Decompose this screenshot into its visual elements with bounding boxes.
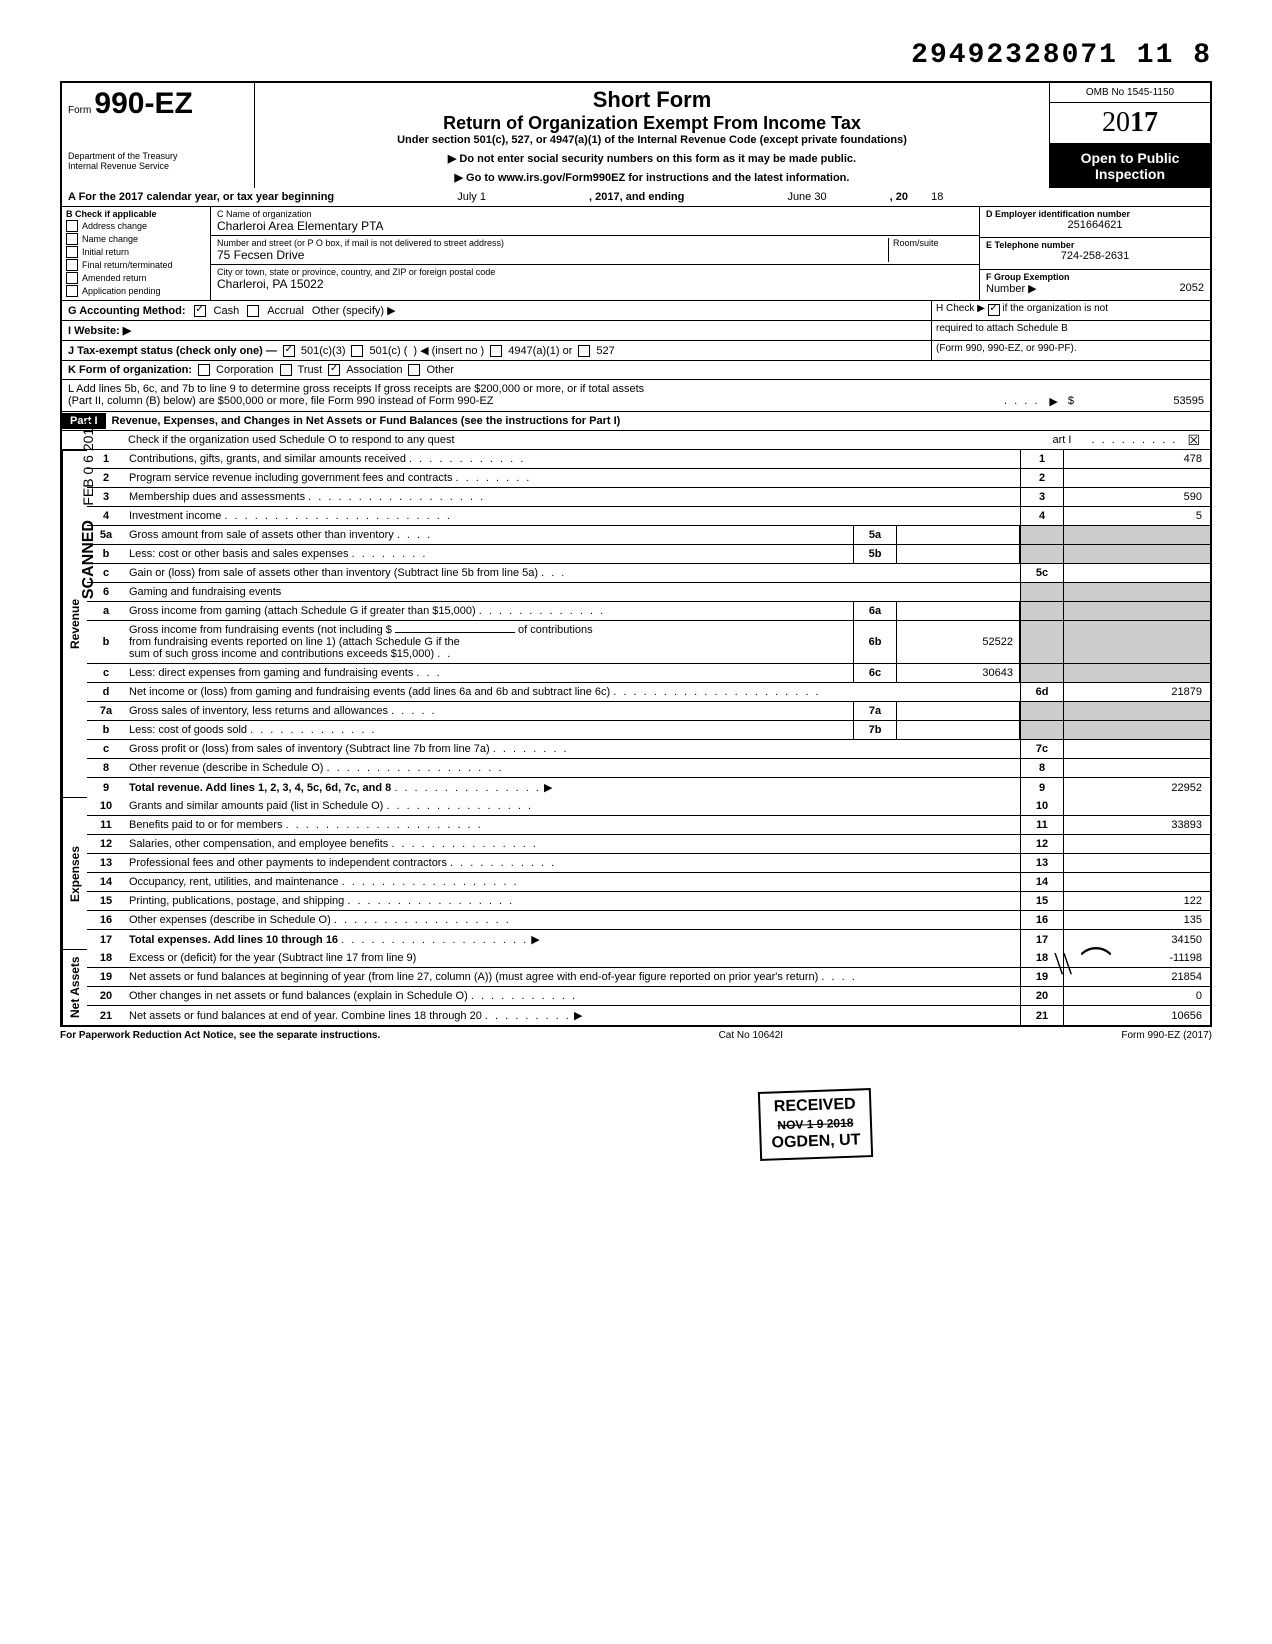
checkbox-pending[interactable]	[66, 285, 78, 297]
dept-treasury: Department of the Treasury	[68, 151, 178, 161]
section-h-cont: required to attach Schedule B	[931, 321, 1210, 340]
checkbox-501c3[interactable]	[283, 345, 295, 357]
line-5b-value	[897, 545, 1020, 563]
checkbox-association[interactable]	[328, 364, 340, 376]
line-7b-value	[897, 721, 1020, 739]
line-6c-value: 30643	[897, 664, 1020, 682]
street-label: Number and street (or P O box, if mail i…	[217, 238, 888, 248]
line-6b-value: 52522	[897, 621, 1020, 663]
form-subtitle: Under section 501(c), 527, or 4947(a)(1)…	[265, 134, 1039, 146]
org-name: Charleroi Area Elementary PTA	[217, 219, 973, 233]
checkbox-4947[interactable]	[490, 345, 502, 357]
gross-receipts-value: 53595	[1074, 395, 1204, 408]
form-header: Form 990-EZ Department of the Treasury I…	[60, 81, 1212, 188]
schedule-o-checkmark: ☒	[1187, 432, 1200, 449]
line-3-value: 590	[1064, 488, 1210, 506]
city-state-zip: Charleroi, PA 15022	[217, 277, 973, 291]
city-label: City or town, state or province, country…	[217, 267, 973, 277]
line-10-value	[1064, 797, 1210, 815]
open-to-public: Open to Public Inspection	[1050, 144, 1210, 188]
tax-exempt-label: J Tax-exempt status (check only one) —	[68, 345, 277, 357]
line-13-value	[1064, 854, 1210, 872]
group-exempt-value: 2052	[1180, 282, 1204, 294]
accounting-method-label: G Accounting Method:	[68, 305, 186, 317]
line-12-value	[1064, 835, 1210, 853]
line-1-value: 478	[1064, 450, 1210, 468]
form-ref: Form 990-EZ (2017)	[1121, 1030, 1212, 1041]
form-label: Form	[68, 105, 91, 116]
section-h-cont2: (Form 990, 990-EZ, or 990-PF).	[931, 341, 1210, 360]
ein-value: 251664621	[986, 219, 1204, 231]
line-6d-value: 21879	[1064, 683, 1210, 701]
section-h: H Check ▶ if the organization is not	[931, 301, 1210, 320]
checkbox-corporation[interactable]	[198, 364, 210, 376]
line-14-value	[1064, 873, 1210, 891]
irs-label: Internal Revenue Service	[68, 161, 169, 171]
website-label: I Website: ▶	[68, 325, 131, 337]
revenue-side-label: Revenue	[62, 450, 87, 797]
room-suite-label: Room/suite	[893, 238, 973, 248]
checkbox-527[interactable]	[578, 345, 590, 357]
line-l: L Add lines 5b, 6c, and 7b to line 9 to …	[60, 380, 1212, 412]
form-number: 990-EZ	[94, 87, 192, 120]
document-number: 29492328071 11 8	[60, 40, 1212, 71]
catalog-number: Cat No 10642I	[719, 1030, 784, 1041]
part-1-header: Part I Revenue, Expenses, and Changes in…	[60, 412, 1212, 431]
website-note: ▶ Go to www.irs.gov/Form990EZ for instru…	[265, 171, 1039, 184]
omb-number: OMB No 1545-1150	[1050, 83, 1210, 103]
line-20-value: 0	[1064, 987, 1210, 1005]
signature-mark: \\ ⌒	[1054, 938, 1112, 984]
checkbox-cash[interactable]	[194, 305, 206, 317]
phone-value: 724-258-2631	[986, 250, 1204, 262]
net-assets-side-label: Net Assets	[62, 949, 87, 1025]
checkbox-initial-return[interactable]	[66, 246, 78, 258]
checkbox-amended[interactable]	[66, 272, 78, 284]
section-b-header: B Check if applicable	[66, 209, 157, 219]
line-15-value: 122	[1064, 892, 1210, 910]
checkbox-501c[interactable]	[351, 345, 363, 357]
checkbox-trust[interactable]	[280, 364, 292, 376]
line-a-tax-year: A For the 2017 calendar year, or tax yea…	[60, 188, 1212, 207]
footer: For Paperwork Reduction Act Notice, see …	[60, 1027, 1212, 1044]
checkbox-other-org[interactable]	[408, 364, 420, 376]
line-11-value: 33893	[1064, 816, 1210, 834]
ssn-note: ▶ Do not enter social security numbers o…	[265, 152, 1039, 165]
paperwork-notice: For Paperwork Reduction Act Notice, see …	[60, 1030, 380, 1041]
org-name-label: C Name of organization	[217, 209, 973, 219]
line-7a-value	[897, 702, 1020, 720]
line-5c-value	[1064, 564, 1210, 582]
line-16-value: 135	[1064, 911, 1210, 929]
line-8-value	[1064, 759, 1210, 777]
financial-table: Revenue 1 Contributions, gifts, grants, …	[60, 450, 1212, 1027]
line-6a-value	[897, 602, 1020, 620]
group-exempt-label: F Group Exemption	[986, 272, 1204, 282]
expenses-side-label: Expenses	[62, 797, 87, 949]
checkbox-accrual[interactable]	[247, 305, 259, 317]
short-form-title: Short Form	[265, 87, 1039, 113]
part-1-schedule-o: Check if the organization used Schedule …	[60, 431, 1212, 450]
checkbox-final-return[interactable]	[66, 259, 78, 271]
checkbox-schedule-b[interactable]	[988, 304, 1000, 316]
line-9-value: 22952	[1064, 778, 1210, 797]
form-title: Return of Organization Exempt From Incom…	[265, 113, 1039, 134]
section-b-c-d-e-f: B Check if applicable Address change Nam…	[60, 207, 1212, 301]
line-2-value	[1064, 469, 1210, 487]
tax-year: 2017	[1050, 103, 1210, 144]
checkbox-name-change[interactable]	[66, 233, 78, 245]
ein-label: D Employer identification number	[986, 209, 1204, 219]
line-7c-value	[1064, 740, 1210, 758]
line-k: K Form of organization: Corporation Trus…	[60, 361, 1212, 380]
received-stamp: RECEIVED NOV 1 9 2018 OGDEN, UT	[758, 1088, 873, 1161]
street-address: 75 Fecsen Drive	[217, 248, 888, 262]
line-4-value: 5	[1064, 507, 1210, 525]
line-5a-value	[897, 526, 1020, 544]
line-21-value: 10656	[1064, 1006, 1210, 1025]
phone-label: E Telephone number	[986, 240, 1204, 250]
checkbox-address-change[interactable]	[66, 220, 78, 232]
